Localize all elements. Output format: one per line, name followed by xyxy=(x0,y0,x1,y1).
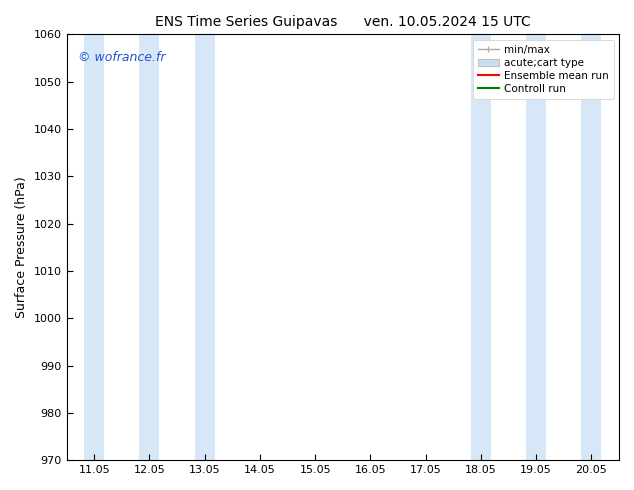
Bar xyxy=(84,34,104,460)
Legend: min/max, acute;cart type, Ensemble mean run, Controll run: min/max, acute;cart type, Ensemble mean … xyxy=(472,40,614,99)
Title: ENS Time Series Guipavas      ven. 10.05.2024 15 UTC: ENS Time Series Guipavas ven. 10.05.2024… xyxy=(155,15,531,29)
Bar xyxy=(139,34,159,460)
Y-axis label: Surface Pressure (hPa): Surface Pressure (hPa) xyxy=(15,176,28,318)
Bar xyxy=(471,34,491,460)
Bar xyxy=(581,34,601,460)
Bar xyxy=(526,34,546,460)
Text: © wofrance.fr: © wofrance.fr xyxy=(77,51,165,64)
Bar xyxy=(195,34,214,460)
